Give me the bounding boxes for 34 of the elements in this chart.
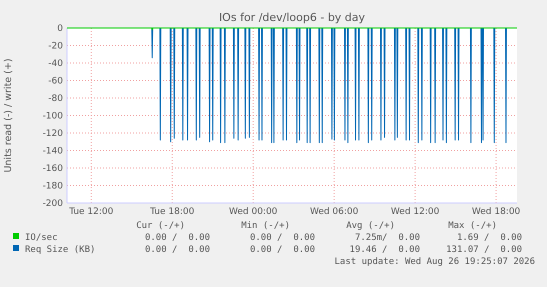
text: Last update: Wed Aug 26 19:25:07 2026 [334,257,535,267]
x-tick-label: Wed 18:00 [472,207,521,217]
text: 0.00 / 0.00 [250,233,315,243]
x-tick-label: Wed 06:00 [310,207,359,217]
text: 0.00 / 0.00 [144,245,210,255]
y-tick-label: -140 [42,146,64,157]
y-axis-title: Units read (-) / write (+) [3,58,14,173]
chart-title: IOs for /dev/loop6 - by day [218,11,366,24]
y-tick-label: -120 [42,129,64,140]
y-tick-label: -200 [42,199,64,210]
y-tick-label: 0 [57,24,64,34]
y-tick-label: -160 [42,164,64,174]
text: Avg (-/+) [346,221,395,231]
text: 0.00 / 0.00 [250,245,315,255]
y-tick-label: -180 [42,182,64,192]
text: Cur (-/+) [136,221,185,231]
text: 1.69 / 0.00 [456,233,522,243]
x-tick-label: Tue 12:00 [68,207,114,217]
y-tick-label: -80 [48,94,64,104]
y-tick-label: -40 [48,59,64,70]
text: 131.07 / 0.00 [446,245,522,255]
x-tick-label: Wed 12:00 [390,207,440,217]
text: Max (-/+) [448,221,497,231]
x-tick-label: Wed 00:00 [228,207,278,217]
y-tick-label: -60 [48,76,64,87]
legend-label: Req Size (KB) [25,245,96,255]
legend-label: IO/sec [25,233,58,243]
y-tick-label: -100 [42,112,64,122]
text: 0.00 / 0.00 [144,233,210,243]
x-tick-label: Tue 18:00 [149,207,195,217]
y-tick-label: -20 [48,42,64,52]
text: 19.46 / 0.00 [350,245,420,255]
text: 7.25m/ 0.00 [354,233,420,243]
text: Min (-/+) [241,221,290,231]
